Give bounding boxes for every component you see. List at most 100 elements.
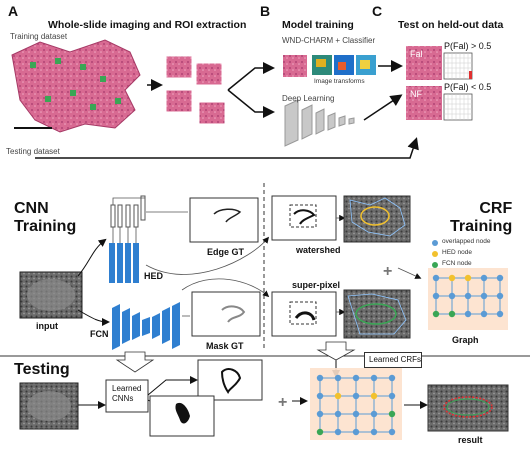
panel-c-title: Test on held-out data — [398, 19, 504, 31]
panel-b-title: Model training — [282, 19, 354, 31]
input-label: input — [36, 321, 58, 331]
crf-training-title: CRF Training — [450, 200, 513, 235]
image-transforms-label: Image transforms — [314, 78, 365, 85]
graph-node — [334, 428, 342, 436]
graph-node — [388, 392, 396, 400]
graph-node — [388, 410, 396, 418]
arrow-roi-to-dl — [227, 89, 275, 118]
arrow-to-graph — [397, 267, 422, 279]
super-pixel-label: super-pixel — [292, 280, 341, 290]
cnn-training-title: CNN Training — [14, 200, 77, 235]
graph-node — [316, 410, 324, 418]
graph-node — [448, 292, 456, 300]
graph-node — [496, 274, 504, 282]
fal-rule: P(Fal) > 0.5 — [444, 41, 492, 51]
fal-tag: Fal — [410, 49, 423, 59]
learned-cnns-box — [105, 379, 149, 413]
panel-a-letter: A — [8, 3, 19, 19]
fcn-network — [112, 302, 180, 350]
hed-label: HED — [144, 271, 164, 281]
graph-node — [464, 274, 472, 282]
graph-node — [388, 374, 396, 382]
graph-node — [448, 310, 456, 318]
graph-node — [464, 310, 472, 318]
graph-node — [432, 310, 440, 318]
fcn-label: FCN — [90, 329, 109, 339]
watershed-image — [343, 195, 411, 243]
roi-patches — [165, 55, 226, 125]
wnd-charm-label: WND-CHARM + Classifier — [282, 36, 376, 45]
legend-dot-icon — [432, 251, 438, 257]
arrow-input-to-fcn — [77, 309, 110, 326]
legend-label: overlapped node — [442, 238, 491, 245]
arrow-roi-to-wnd — [227, 62, 275, 91]
edge-gt-box — [189, 197, 259, 243]
down-arrow-crfs — [316, 341, 356, 361]
graph-node — [316, 392, 324, 400]
result-image — [427, 384, 509, 432]
graph-node — [352, 410, 360, 418]
learned-crfs-label: Learned CRFs — [369, 355, 422, 364]
hed-to-watershed-arrow — [145, 236, 270, 275]
plus-sign-training: + — [383, 263, 392, 280]
panel-b-letter: B — [260, 3, 271, 19]
arrow-testing-dataset — [35, 137, 419, 159]
deep-learning-label: Deep Learning — [282, 94, 335, 103]
arrow-input-to-hed — [77, 238, 107, 277]
graph-node — [496, 310, 504, 318]
graph-node — [388, 428, 396, 436]
testing-title: Testing — [14, 361, 70, 378]
test-nf-row — [406, 86, 473, 121]
legend-dot-icon — [432, 240, 438, 246]
graph-node — [496, 292, 504, 300]
graph-node — [432, 292, 440, 300]
watershed-label: watershed — [296, 245, 341, 255]
graph-node — [370, 392, 378, 400]
wnd-charm-images — [283, 55, 376, 77]
result-label: result — [458, 435, 483, 445]
whole-slide-image — [11, 39, 141, 133]
graph-node — [334, 392, 342, 400]
legend-label: HED node — [442, 249, 472, 256]
learned-cnns-label: Learned CNNs — [112, 384, 142, 403]
legend-label: FCN node — [442, 260, 472, 267]
graph-node — [352, 374, 360, 382]
test-fal-row — [406, 46, 473, 80]
graph-node — [370, 374, 378, 382]
training-dataset-label: Training dataset — [10, 32, 68, 41]
graph-node — [480, 292, 488, 300]
panel-a-title: Whole-slide imaging and ROI extraction — [48, 19, 247, 31]
graph-node — [370, 428, 378, 436]
nf-rule: P(Fal) < 0.5 — [444, 82, 492, 92]
deep-learning-network — [284, 99, 355, 147]
nf-tag: NF — [410, 89, 422, 99]
watershed-mask-box — [271, 195, 337, 241]
fcn-to-superpixel-arrow — [181, 278, 270, 298]
testing-dataset-label: Testing dataset — [6, 147, 60, 156]
down-arrow-cnns — [115, 351, 155, 373]
graph-node — [464, 292, 472, 300]
graph-node — [316, 374, 324, 382]
hed-network — [109, 195, 146, 283]
graph-node — [480, 310, 488, 318]
graph-node — [432, 274, 440, 282]
arrow-b-to-c-bottom — [363, 94, 403, 121]
graph-node — [334, 410, 342, 418]
graph-node — [448, 274, 456, 282]
graph-label: Graph — [452, 335, 479, 345]
testing-graph — [310, 368, 402, 440]
mask-gt-label: Mask GT — [206, 341, 244, 351]
legend-dot-icon — [432, 262, 438, 268]
graph-node — [370, 410, 378, 418]
plus-sign-testing: + — [278, 394, 287, 411]
learned-crfs-box: Learned CRFs — [364, 352, 422, 368]
crf-graph — [428, 268, 508, 330]
graph-node — [480, 274, 488, 282]
graph-node — [334, 374, 342, 382]
edge-gt-label: Edge GT — [207, 247, 245, 257]
graph-node — [352, 428, 360, 436]
panel-c-letter: C — [372, 3, 383, 19]
graph-node — [316, 428, 324, 436]
testing-edge-output — [197, 359, 263, 401]
